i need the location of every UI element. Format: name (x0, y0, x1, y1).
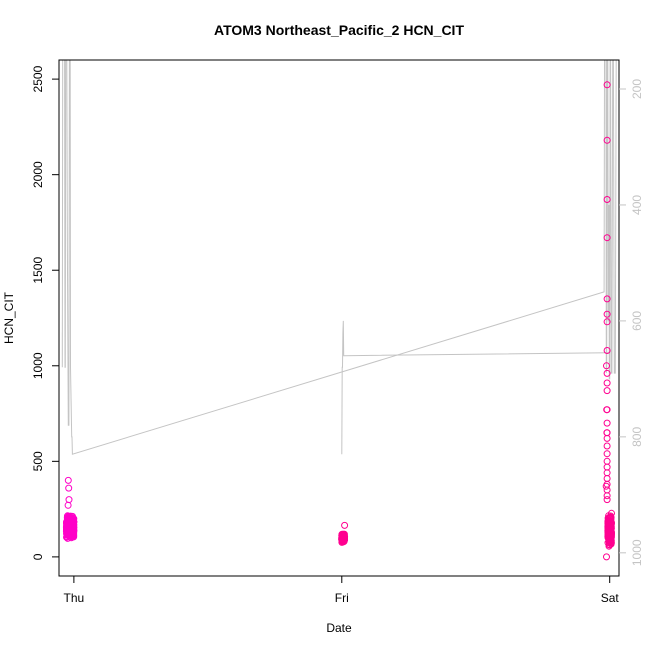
scatter-point (603, 234, 611, 242)
scatter-point (603, 457, 611, 465)
scatter-point (603, 136, 611, 144)
plot-inner (61, 60, 617, 561)
y-tick-label: 500 (31, 451, 45, 471)
y-tick-label: 1000 (31, 352, 45, 379)
scatter-point (65, 496, 73, 504)
y-tick-label: 0 (31, 553, 45, 560)
scatter-point (69, 527, 77, 535)
scatter-point (603, 429, 611, 437)
scatter-point (603, 419, 611, 427)
scatter-point (603, 310, 611, 318)
scatter-point (603, 480, 611, 488)
scatter-point (64, 476, 72, 484)
scatter-point (603, 81, 611, 89)
scatter-point (603, 496, 611, 504)
scatter-point (603, 196, 611, 203)
scatter-point (607, 522, 615, 530)
scatter-point (603, 486, 611, 494)
chart-title: ATOM3 Northeast_Pacific_2 HCN_CIT (214, 22, 464, 38)
scatter-point (603, 553, 610, 561)
scatter-point (603, 475, 611, 482)
y2-tick-label: 800 (630, 427, 644, 447)
scatter-point (603, 469, 611, 477)
scatter-point (69, 522, 77, 530)
y-axis: 0 500 1000 1500 2000 2500 (31, 65, 59, 560)
scatter-point (341, 521, 349, 529)
scatter-point (67, 529, 75, 537)
y-tick-label: 2500 (31, 65, 45, 92)
plot-frame (58, 59, 620, 577)
scatter-point (603, 406, 611, 414)
scatter-point (603, 442, 611, 450)
scatter-point (603, 295, 611, 303)
line-series-path-0-1 (341, 320, 610, 455)
x-tick-label: Sat (601, 591, 620, 605)
scatter-point (603, 347, 611, 354)
scatter-point (603, 492, 611, 500)
scatter-point (603, 318, 611, 326)
y2-tick-label: 1000 (630, 539, 644, 566)
scatter-point (607, 515, 615, 523)
scatter-point (340, 534, 348, 542)
plot-area (61, 60, 617, 561)
y2-tick-label: 400 (630, 195, 644, 215)
scatter-point (603, 450, 611, 458)
x-axis-label: Date (326, 621, 352, 635)
scatter-point (65, 484, 73, 492)
scatter-point (64, 501, 72, 509)
x-axis: Thu Fri Sat (64, 575, 620, 605)
scatter-point (339, 536, 347, 544)
scatter-point (607, 525, 615, 533)
y-tick-label: 1500 (31, 257, 45, 284)
y2-tick-label: 600 (630, 311, 644, 331)
y2-tick-label: 200 (630, 79, 644, 99)
scatter-point (603, 369, 611, 377)
y2-axis: 200 400 600 800 1000 (619, 79, 644, 566)
x-tick-label: Thu (64, 591, 85, 605)
line-series-path-0-0 (61, 60, 617, 455)
scatter-point (340, 538, 348, 545)
scatter-point (603, 387, 611, 395)
y-tick-label: 2000 (31, 161, 45, 188)
scatter-point (603, 463, 611, 471)
scatter-point (603, 379, 611, 387)
y-axis-label: HCN_CIT (2, 291, 16, 344)
scatter-point (606, 526, 614, 534)
scatter-point (604, 533, 612, 541)
scatter-point (603, 434, 611, 442)
x-tick-label: Fri (335, 591, 349, 605)
scatter-point (603, 362, 610, 370)
